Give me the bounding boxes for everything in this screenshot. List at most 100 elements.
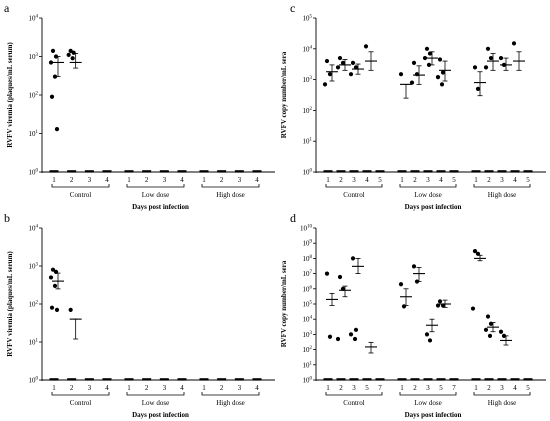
x-tick-label: 2 xyxy=(339,176,343,184)
data-point xyxy=(437,57,443,62)
panel-letter: c xyxy=(290,1,295,15)
data-point xyxy=(440,70,446,75)
data-point xyxy=(422,55,428,61)
data-point xyxy=(70,56,75,61)
y-tick-exponent: 10 xyxy=(307,225,313,230)
y-tick-base: 10 xyxy=(303,45,311,53)
data-point xyxy=(348,72,354,77)
y-tick-base: 10 xyxy=(303,138,311,146)
data-point xyxy=(48,60,54,65)
data-point xyxy=(50,48,56,53)
y-tick-exponent: 6 xyxy=(310,285,313,290)
data-point xyxy=(340,60,346,65)
data-point xyxy=(488,321,494,326)
group-bracket xyxy=(325,184,383,188)
data-point xyxy=(439,82,445,87)
y-axis-label: RVFV copy number/mL sera xyxy=(280,260,288,347)
data-point xyxy=(472,65,478,70)
group-label: High dose xyxy=(216,399,245,407)
y-tick-label: 102 xyxy=(303,346,313,354)
y-tick-label: 106 xyxy=(303,285,313,293)
x-tick-label: 4 xyxy=(180,176,184,184)
data-point xyxy=(483,327,489,332)
x-tick-label: 1 xyxy=(400,384,404,392)
x-tick-label: 5 xyxy=(439,384,443,392)
data-point xyxy=(52,283,58,288)
x-tick-label: 5 xyxy=(452,176,456,184)
x-tick-label: 1 xyxy=(326,384,330,392)
panel-d: d1001011021031041051061071081091010RVFV … xyxy=(280,211,546,419)
data-point xyxy=(335,65,341,70)
data-point xyxy=(483,65,489,70)
x-tick-label: 3 xyxy=(426,176,430,184)
y-tick-exponent: 2 xyxy=(36,301,39,306)
y-tick-exponent: 5 xyxy=(310,301,313,306)
y-tick-base: 10 xyxy=(303,346,311,354)
y-tick-base: 10 xyxy=(303,361,311,369)
x-tick-label: 2 xyxy=(220,176,224,184)
group-label: Low dose xyxy=(414,191,441,199)
x-tick-label: 3 xyxy=(238,176,242,184)
panel-letter: a xyxy=(4,1,10,15)
group-bracket xyxy=(51,392,110,396)
y-tick-label: 101 xyxy=(29,339,39,347)
y-tick-label: 103 xyxy=(303,331,313,339)
group-bracket xyxy=(126,392,185,396)
data-point xyxy=(340,286,346,291)
x-tick-label: 3 xyxy=(88,176,92,184)
y-tick-label: 104 xyxy=(29,15,39,23)
group-bracket xyxy=(51,184,110,188)
data-point xyxy=(485,46,491,51)
y-tick-exponent: 5 xyxy=(310,15,313,20)
data-point xyxy=(427,338,433,343)
x-tick-label: 4 xyxy=(105,176,109,184)
x-tick-label: 1 xyxy=(127,176,131,184)
data-point xyxy=(322,82,328,87)
group-bracket xyxy=(201,184,260,188)
data-point xyxy=(511,41,517,46)
y-tick-label: 105 xyxy=(303,301,313,309)
x-tick-label: 3 xyxy=(163,384,167,392)
y-tick-exponent: 9 xyxy=(310,240,313,245)
y-tick-exponent: 7 xyxy=(310,270,313,275)
data-point xyxy=(437,299,443,304)
x-tick-label: 3 xyxy=(88,384,92,392)
x-tick-label: 1 xyxy=(52,384,56,392)
x-axis-label: Days post infection xyxy=(132,203,189,211)
x-axis-label: Days post infection xyxy=(132,411,189,419)
y-tick-label: 103 xyxy=(29,263,39,271)
data-point xyxy=(337,274,343,280)
y-tick-exponent: 2 xyxy=(310,107,313,112)
y-tick-exponent: 1 xyxy=(36,339,39,344)
y-tick-label: 102 xyxy=(29,92,39,100)
y-tick-base: 10 xyxy=(300,225,308,233)
data-point xyxy=(424,46,430,51)
data-point xyxy=(475,86,481,91)
y-tick-base: 10 xyxy=(303,285,311,293)
x-tick-label: 2 xyxy=(487,176,491,184)
x-tick-label: 2 xyxy=(145,176,149,184)
data-point xyxy=(487,333,493,338)
y-tick-exponent: 4 xyxy=(310,45,313,50)
data-point xyxy=(53,54,59,59)
y-tick-base: 10 xyxy=(29,301,37,309)
x-axis-label: Days post infection xyxy=(405,411,462,419)
panel-letter: b xyxy=(4,211,10,225)
y-tick-base: 10 xyxy=(29,377,37,385)
data-point xyxy=(53,269,59,274)
x-tick-label: 4 xyxy=(513,176,517,184)
data-point xyxy=(68,48,73,53)
group-bracket xyxy=(325,392,383,396)
y-tick-base: 10 xyxy=(29,263,37,271)
data-point xyxy=(49,94,55,99)
y-tick-base: 10 xyxy=(29,15,37,23)
x-axis-label: Days post infection xyxy=(405,203,462,211)
data-point xyxy=(50,267,56,272)
y-tick-base: 10 xyxy=(303,377,311,385)
y-tick-label: 100 xyxy=(303,169,313,177)
data-point xyxy=(435,303,441,308)
group-label: Control xyxy=(70,399,91,407)
data-point xyxy=(66,52,71,58)
